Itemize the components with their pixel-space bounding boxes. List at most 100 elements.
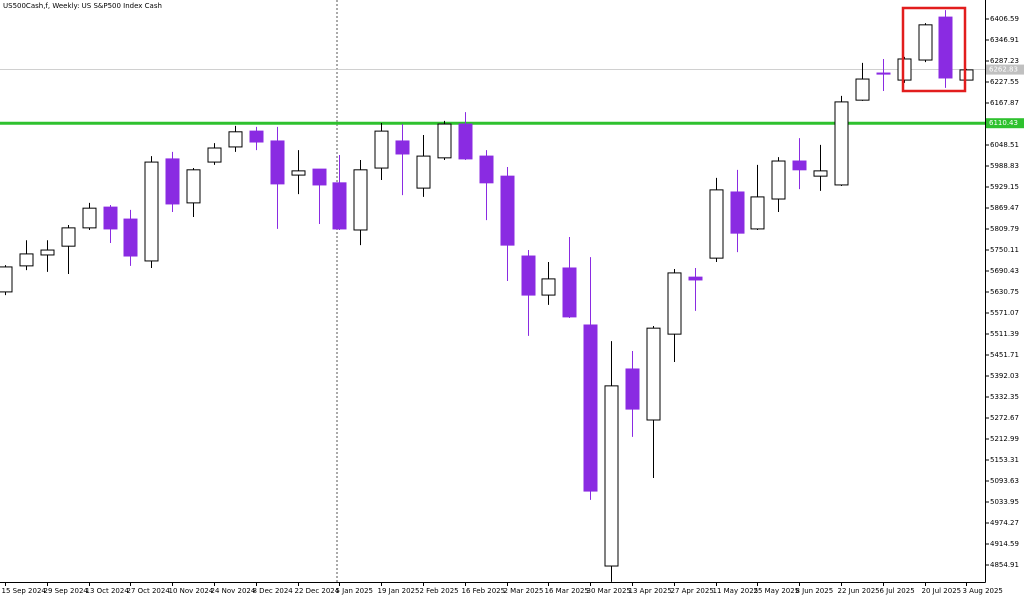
candle-body <box>207 147 222 163</box>
y-tick-label: 4974.27 <box>990 519 1019 527</box>
highlight-box <box>901 6 967 93</box>
candle-body <box>730 191 745 234</box>
y-tick-label: 5511.39 <box>990 330 1019 338</box>
y-tick-label: 5153.31 <box>990 456 1019 464</box>
y-tick-label: 5869.47 <box>990 204 1019 212</box>
candle-body <box>103 206 118 230</box>
y-tick-label: 5272.67 <box>990 414 1019 422</box>
candle-body <box>416 155 431 189</box>
chart-title: US500Cash,f, Weekly: US S&P500 Index Cas… <box>3 2 162 10</box>
x-tick-label: 30 Mar 2025 <box>587 587 631 595</box>
candle-body <box>709 189 724 259</box>
x-tick-label: 6 Jul 2025 <box>880 587 915 595</box>
x-tick-label: 22 Jun 2025 <box>838 587 880 595</box>
price-label: 6262.83 <box>989 66 1018 74</box>
candle-body <box>291 170 306 176</box>
x-tick-label: 24 Nov 2024 <box>211 587 256 595</box>
candle-body <box>40 249 55 256</box>
candle-body <box>688 276 703 281</box>
y-tick-label: 6227.55 <box>990 78 1019 86</box>
candle-body <box>500 175 515 246</box>
y-tick-label: 5630.75 <box>990 288 1019 296</box>
x-tick-label: 8 Dec 2024 <box>253 587 294 595</box>
y-tick-label: 5571.07 <box>990 309 1019 317</box>
level-label: 6110.43 <box>989 119 1018 127</box>
y-tick-label: 5929.15 <box>990 183 1019 191</box>
candle-body <box>855 78 870 101</box>
candle-body <box>938 16 953 79</box>
candle-body <box>437 123 452 159</box>
candle-body <box>792 160 807 171</box>
x-tick-label: 20 Jul 2025 <box>922 587 962 595</box>
x-tick-label: 27 Oct 2024 <box>127 587 171 595</box>
candle-body <box>583 324 598 492</box>
candle-body <box>228 131 243 148</box>
candle-body <box>61 227 76 247</box>
x-tick-label: 8 Jun 2025 <box>796 587 834 595</box>
x-tick-label: 2 Mar 2025 <box>504 587 544 595</box>
candle-body <box>541 278 556 296</box>
candle-body <box>165 158 180 205</box>
y-tick-label: 5451.71 <box>990 351 1019 359</box>
candle-body <box>959 69 974 81</box>
candle-body <box>0 266 13 293</box>
y-tick-label: 6167.87 <box>990 99 1019 107</box>
candle-body <box>667 272 682 335</box>
y-tick-label: 5988.83 <box>990 162 1019 170</box>
candle-body <box>270 140 285 185</box>
x-tick-label: 2 Feb 2025 <box>420 587 459 595</box>
x-tick-label: 19 Jan 2025 <box>378 587 420 595</box>
candle-body <box>834 101 849 186</box>
candle-body <box>918 24 933 61</box>
candle-body <box>123 218 138 257</box>
y-tick-label: 5332.35 <box>990 393 1019 401</box>
candle-body <box>646 327 661 421</box>
candle-body <box>395 140 410 155</box>
y-tick-label: 4914.59 <box>990 540 1019 548</box>
x-tick-label: 29 Sep 2024 <box>44 587 89 595</box>
candle-body <box>353 169 368 231</box>
x-tick-label: 11 May 2025 <box>713 587 759 595</box>
candle-body <box>458 123 473 160</box>
x-tick-label: 22 Dec 2024 <box>295 587 340 595</box>
y-tick-label: 6048.51 <box>990 141 1019 149</box>
candle-body <box>876 72 891 75</box>
y-tick-label: 5750.11 <box>990 246 1019 254</box>
y-tick-label: 5093.63 <box>990 477 1019 485</box>
candle-body <box>186 169 201 204</box>
candle-body <box>332 182 347 230</box>
candle-body <box>813 170 828 177</box>
x-tick-label: 5 Jan 2025 <box>336 587 374 595</box>
candle-body <box>750 196 765 230</box>
candle-body <box>625 368 640 410</box>
x-tick-label: 16 Mar 2025 <box>545 587 589 595</box>
candle-body <box>144 161 159 262</box>
candle-body <box>249 130 264 143</box>
y-tick-label: 5033.95 <box>990 498 1019 506</box>
x-tick-label: 13 Apr 2025 <box>629 587 672 595</box>
candle-body <box>19 253 34 267</box>
x-tick-label: 16 Feb 2025 <box>462 587 506 595</box>
candle-body <box>82 207 97 229</box>
candle-body <box>479 155 494 184</box>
candle-body <box>521 255 536 296</box>
x-tick-label: 10 Nov 2024 <box>169 587 214 595</box>
level-label-bg <box>986 118 1024 129</box>
candle-body <box>374 130 389 169</box>
y-tick-label: 4854.91 <box>990 561 1019 569</box>
candle-body <box>604 385 619 567</box>
y-tick-label: 5809.79 <box>990 225 1019 233</box>
candle-body <box>312 168 327 186</box>
x-tick-label: 25 May 2025 <box>754 587 800 595</box>
x-tick-label: 13 Oct 2024 <box>86 587 130 595</box>
candle-body <box>562 267 577 318</box>
y-tick-label: 5392.03 <box>990 372 1019 380</box>
x-tick-label: 3 Aug 2025 <box>963 587 1003 595</box>
x-tick-label: 27 Apr 2025 <box>671 587 714 595</box>
y-tick-label: 6346.91 <box>990 36 1019 44</box>
candle-body <box>771 160 786 200</box>
y-tick-label: 6406.59 <box>990 15 1019 23</box>
price-label-bg <box>986 64 1024 75</box>
candle-body <box>897 58 912 81</box>
